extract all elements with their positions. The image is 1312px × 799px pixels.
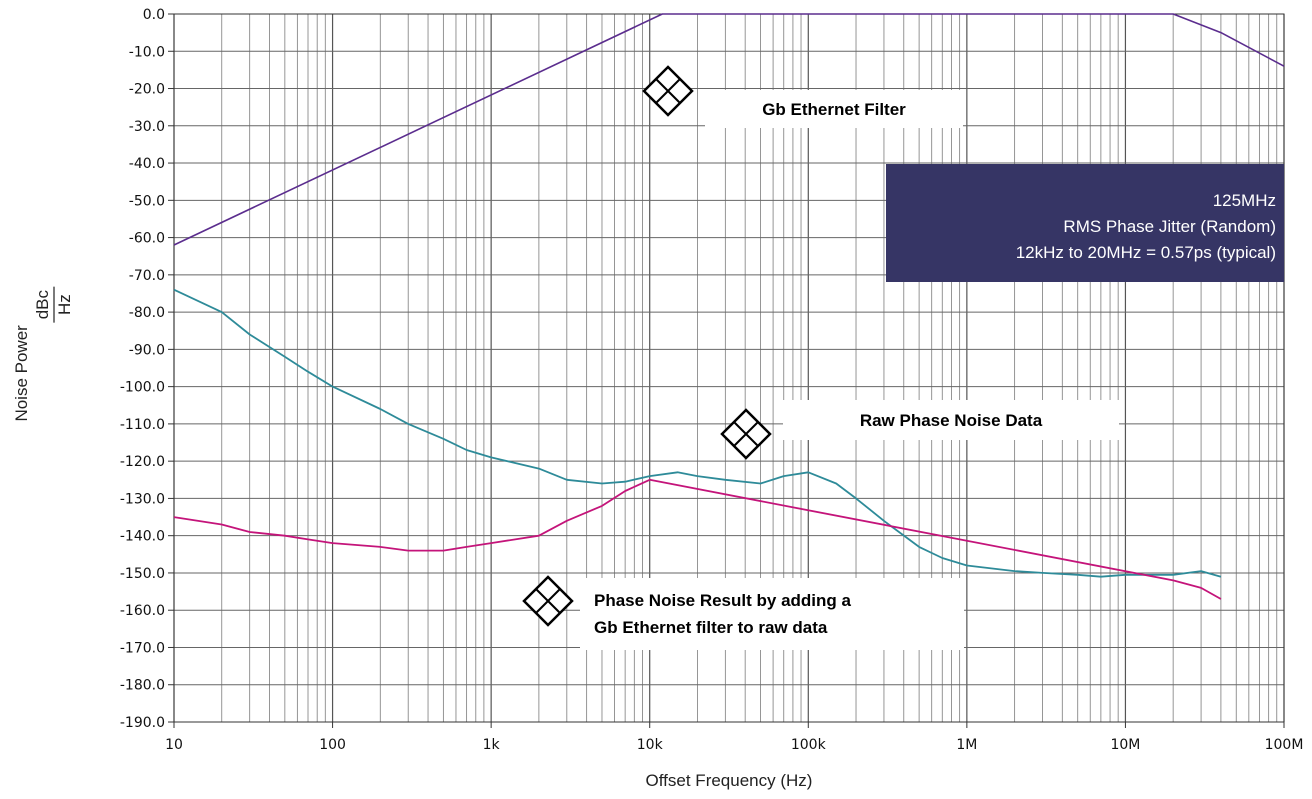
info-box: 125MHz RMS Phase Jitter (Random) 12kHz to … — [886, 164, 1284, 282]
x-tick-label: 100M — [1265, 737, 1304, 753]
y-tick-label: -120.0 — [120, 454, 165, 470]
annotation-text: Gb Ethernet filter to raw data — [594, 618, 828, 637]
y-tick-label: -180.0 — [120, 678, 165, 694]
info-box-line: 125MHz — [1213, 191, 1276, 210]
annotation-box — [783, 400, 1119, 440]
annotation-marker-icon — [642, 65, 694, 117]
series-layer — [173, 13, 1285, 600]
annotation-2: Raw Phase Noise Data — [720, 400, 1119, 460]
y-tick-label: -80.0 — [129, 305, 165, 321]
series-line-3 — [173, 478, 1222, 600]
annotation-1: Gb Ethernet Filter — [642, 65, 963, 128]
y-tick-label: -160.0 — [120, 603, 165, 619]
annotation-text: Raw Phase Noise Data — [860, 411, 1043, 430]
y-tick-label: -100.0 — [120, 380, 165, 396]
x-axis-ticks: 10 100 1k 10k 100k 1M 10M 100M — [165, 722, 1303, 753]
y-tick-label: -40.0 — [129, 156, 165, 172]
x-tick-label: 100 — [319, 737, 346, 753]
annotation-3: Phase Noise Result by adding a Gb Etherne… — [522, 575, 964, 650]
y-tick-label: -190.0 — [120, 715, 165, 731]
annotations-layer: Gb Ethernet Filter Raw Phase Noise Data Ph… — [522, 65, 1119, 650]
y-tick-label: -140.0 — [120, 529, 165, 545]
y-tick-label: -110.0 — [120, 417, 165, 433]
y-tick-label: -130.0 — [120, 491, 165, 507]
annotation-box — [705, 90, 963, 128]
info-box-background — [886, 164, 1284, 282]
x-tick-label: 1M — [956, 737, 977, 753]
y-axis-unit-numerator: dBc — [33, 290, 52, 320]
marker-cross — [655, 78, 681, 104]
x-tick-label: 100k — [791, 737, 827, 753]
y-tick-label: -20.0 — [129, 82, 165, 98]
annotation-marker-icon — [720, 408, 772, 460]
y-axis-label: Noise Power dBc Hz — [12, 286, 74, 422]
x-tick-label: 10k — [637, 737, 664, 753]
y-tick-label: 0.0 — [143, 7, 165, 23]
annotation-text: Phase Noise Result by adding a — [594, 591, 852, 610]
y-tick-label: -50.0 — [129, 193, 165, 209]
y-tick-label: -170.0 — [120, 640, 165, 656]
info-box-line: RMS Phase Jitter (Random) — [1063, 217, 1276, 236]
x-tick-label: 10M — [1110, 737, 1140, 753]
annotation-box — [580, 578, 964, 650]
x-tick-label: 10 — [165, 737, 183, 753]
marker-cross — [535, 588, 561, 614]
y-tick-label: -90.0 — [129, 342, 165, 358]
y-tick-label: -30.0 — [129, 119, 165, 135]
y-tick-label: -10.0 — [129, 44, 165, 60]
y-tick-label: -150.0 — [120, 566, 165, 582]
x-axis-label: Offset Frequency (Hz) — [646, 771, 813, 790]
y-tick-label: -70.0 — [129, 268, 165, 284]
y-axis-ticks: 0.0 -10.0 -20.0 -30.0 -40.0 -50.0 -60.0 -70.0 -8… — [120, 7, 174, 731]
annotation-marker-icon — [522, 575, 574, 627]
marker-cross — [733, 421, 759, 447]
y-axis-unit-denominator: Hz — [55, 294, 74, 315]
y-axis-label-text: Noise Power — [12, 325, 31, 422]
series-line-2 — [173, 288, 1222, 578]
y-tick-label: -60.0 — [129, 231, 165, 247]
series-line-1 — [173, 13, 1285, 246]
info-box-line: 12kHz to 20MHz = 0.57ps (typical) — [1016, 243, 1276, 262]
x-tick-label: 1k — [483, 737, 501, 753]
annotation-text: Gb Ethernet Filter — [762, 100, 906, 119]
